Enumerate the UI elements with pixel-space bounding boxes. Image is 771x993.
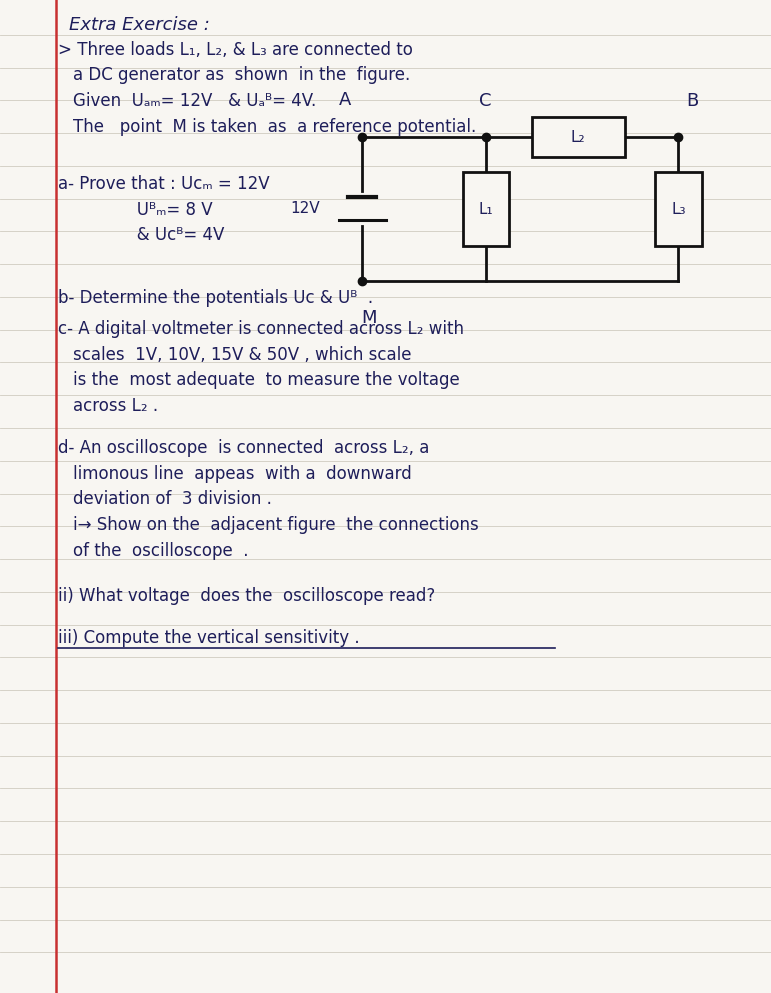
Text: a- Prove that : Uᴄₘ = 12V: a- Prove that : Uᴄₘ = 12V (58, 175, 269, 193)
Text: is the  most adequate  to measure the voltage: is the most adequate to measure the volt… (73, 371, 460, 389)
Text: deviation of  3 division .: deviation of 3 division . (73, 491, 272, 508)
Bar (463, 172, 509, 246)
Text: L₁: L₁ (479, 202, 493, 216)
Text: limonous line  appeas  with a  downward: limonous line appeas with a downward (73, 465, 412, 483)
Text: d- An oscilloscope  is connected  across L₂, a: d- An oscilloscope is connected across L… (58, 439, 429, 457)
Text: & Uᴄᴮ= 4V: & Uᴄᴮ= 4V (58, 226, 224, 244)
Text: Extra Exercise :: Extra Exercise : (69, 16, 210, 34)
Text: scales  1V, 10V, 15V & 50V , which scale: scales 1V, 10V, 15V & 50V , which scale (73, 346, 412, 363)
Text: L₂: L₂ (571, 129, 585, 145)
Text: The   point  M is taken  as  a reference potential.: The point M is taken as a reference pote… (73, 118, 476, 136)
Text: iii) Compute the vertical sensitivity .: iii) Compute the vertical sensitivity . (58, 629, 359, 646)
Bar (532, 117, 625, 157)
Text: Uᴮₘ= 8 V: Uᴮₘ= 8 V (58, 201, 213, 218)
Text: across L₂ .: across L₂ . (73, 397, 158, 415)
Text: 12V: 12V (291, 201, 320, 216)
Text: i→ Show on the  adjacent figure  the connections: i→ Show on the adjacent figure the conne… (73, 516, 479, 534)
Text: > Three loads L₁, L₂, & L₃ are connected to: > Three loads L₁, L₂, & L₃ are connected… (58, 41, 412, 59)
Text: ii) What voltage  does the  oscilloscope read?: ii) What voltage does the oscilloscope r… (58, 587, 435, 605)
Text: b- Determine the potentials Uᴄ & Uᴮ  .: b- Determine the potentials Uᴄ & Uᴮ . (58, 289, 373, 307)
Bar (655, 172, 702, 246)
Text: a DC generator as  shown  in the  figure.: a DC generator as shown in the figure. (73, 67, 410, 84)
Text: Given  Uₐₘ= 12V   & Uₐᴮ= 4V.: Given Uₐₘ= 12V & Uₐᴮ= 4V. (73, 92, 316, 110)
Text: A: A (338, 91, 351, 109)
Text: B: B (686, 92, 699, 110)
Text: L₃: L₃ (672, 202, 685, 216)
Text: c- A digital voltmeter is connected across L₂ with: c- A digital voltmeter is connected acro… (58, 320, 464, 338)
Text: M: M (361, 309, 376, 327)
Text: C: C (480, 92, 492, 110)
Text: of the  oscilloscope  .: of the oscilloscope . (73, 542, 249, 560)
